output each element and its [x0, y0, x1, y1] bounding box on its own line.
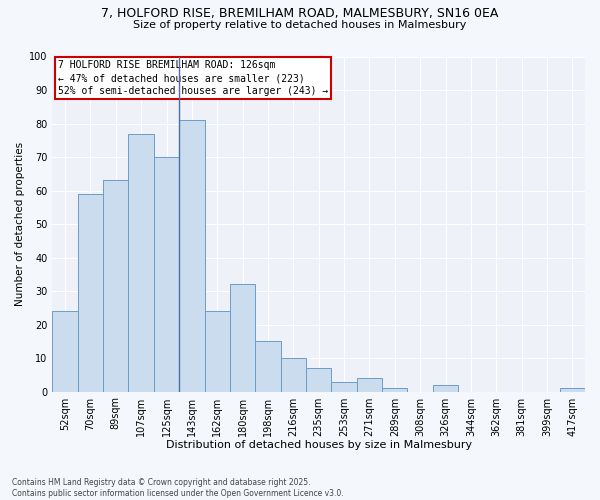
Bar: [255, 342, 281, 392]
Y-axis label: Number of detached properties: Number of detached properties: [15, 142, 25, 306]
Bar: [205, 311, 230, 392]
Text: 7 HOLFORD RISE BREMILHAM ROAD: 126sqm
← 47% of detached houses are smaller (223): 7 HOLFORD RISE BREMILHAM ROAD: 126sqm ← …: [58, 60, 328, 96]
Bar: [154, 157, 179, 392]
Text: 7, HOLFORD RISE, BREMILHAM ROAD, MALMESBURY, SN16 0EA: 7, HOLFORD RISE, BREMILHAM ROAD, MALMESB…: [101, 8, 499, 20]
Bar: [560, 388, 585, 392]
Text: Size of property relative to detached houses in Malmesbury: Size of property relative to detached ho…: [133, 20, 467, 30]
Bar: [128, 134, 154, 392]
Bar: [281, 358, 306, 392]
Bar: [52, 311, 78, 392]
Bar: [433, 385, 458, 392]
Bar: [331, 382, 357, 392]
Text: Contains HM Land Registry data © Crown copyright and database right 2025.
Contai: Contains HM Land Registry data © Crown c…: [12, 478, 344, 498]
Bar: [306, 368, 331, 392]
Bar: [382, 388, 407, 392]
Bar: [78, 194, 103, 392]
X-axis label: Distribution of detached houses by size in Malmesbury: Distribution of detached houses by size …: [166, 440, 472, 450]
Bar: [230, 284, 255, 392]
Bar: [357, 378, 382, 392]
Bar: [103, 180, 128, 392]
Bar: [179, 120, 205, 392]
